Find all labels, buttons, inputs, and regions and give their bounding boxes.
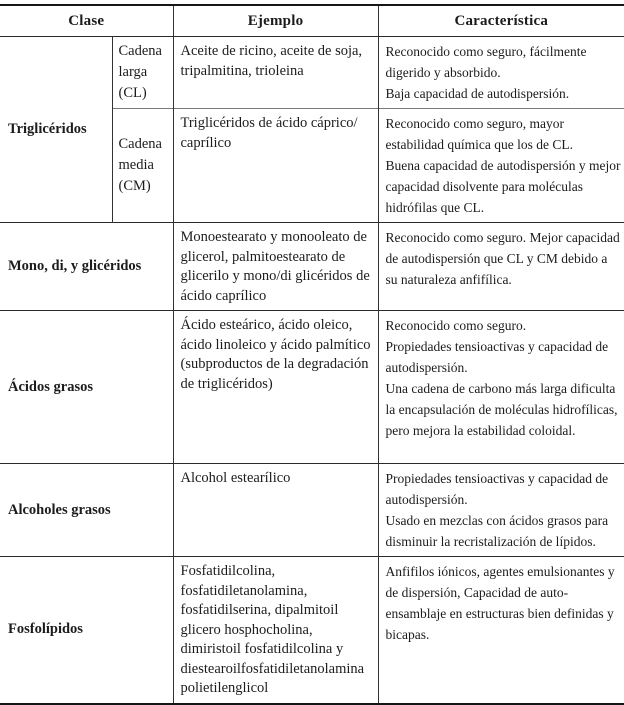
column-header-clase: Clase bbox=[0, 5, 173, 37]
example-cell-fosfolipidos: Fosfatidilcolina, fosfatidiletanolamina,… bbox=[172, 556, 378, 704]
example-cell-alcoholes-grasos: Alcohol estearílico bbox=[172, 463, 378, 557]
characteristic-cell-mono-di-gliceridos: Reconocido como seguro. Mejor capacidad … bbox=[377, 222, 624, 311]
characteristic-cell-acidos-grasos: Reconocido como seguro. Propiedades tens… bbox=[377, 310, 624, 464]
example-cell-mono-di-gliceridos: Monoestearato y monooleato de glicerol, … bbox=[172, 222, 378, 311]
example-cell-trigliceridos-cl: Aceite de ricino, aceite de soja, tripal… bbox=[172, 36, 378, 109]
example-cell-acidos-grasos: Ácido esteárico, ácido oleico, ácido lin… bbox=[172, 310, 378, 464]
example-cell-trigliceridos-cm: Triglicéridos de ácido cáprico/ caprílic… bbox=[172, 108, 378, 223]
lipid-classes-table: Clase Ejemplo Característica Triglicérid… bbox=[0, 4, 624, 705]
column-header-caracteristica: Característica bbox=[377, 5, 624, 37]
class-cell-acidos-grasos: Ácidos grasos bbox=[0, 310, 173, 464]
row-trigliceridos-cadena-larga: Triglicéridos Cadena larga (CL) Aceite d… bbox=[0, 36, 624, 137]
row-fosfolipidos: Fosfolípidos Fosfatidilcolina, fosfatidi… bbox=[0, 556, 624, 704]
column-header-ejemplo: Ejemplo bbox=[172, 5, 378, 37]
subclass-cell-cadena-media: Cadena media (CM) bbox=[111, 108, 173, 223]
row-alcoholes-grasos: Alcoholes grasos Alcohol estearílico Pro… bbox=[0, 463, 624, 557]
subclass-cell-cadena-larga: Cadena larga (CL) bbox=[111, 36, 173, 109]
header-row: Clase Ejemplo Característica bbox=[0, 5, 624, 37]
characteristic-cell-trigliceridos-cl: Reconocido como seguro, fácilmente diger… bbox=[377, 36, 624, 109]
class-cell-trigliceridos: Triglicéridos bbox=[8, 121, 87, 137]
characteristic-cell-alcoholes-grasos: Propiedades tensioactivas y capacidad de… bbox=[377, 463, 624, 557]
class-cell-alcoholes-grasos: Alcoholes grasos bbox=[0, 463, 173, 557]
class-cell-mono-di-gliceridos: Mono, di, y glicéridos bbox=[0, 222, 173, 311]
class-cell-fosfolipidos: Fosfolípidos bbox=[0, 556, 173, 704]
row-mono-di-gliceridos: Mono, di, y glicéridos Monoestearato y m… bbox=[0, 222, 624, 311]
row-acidos-grasos: Ácidos grasos Ácido esteárico, ácido ole… bbox=[0, 310, 624, 464]
characteristic-cell-fosfolipidos: Anfifilos iónicos, agentes emulsionantes… bbox=[377, 556, 624, 704]
characteristic-cell-trigliceridos-cm: Reconocido como seguro, mayor estabilida… bbox=[377, 108, 624, 223]
row-trigliceridos-cadena-media: Cadena media (CM) Triglicéridos de ácido… bbox=[0, 108, 624, 223]
